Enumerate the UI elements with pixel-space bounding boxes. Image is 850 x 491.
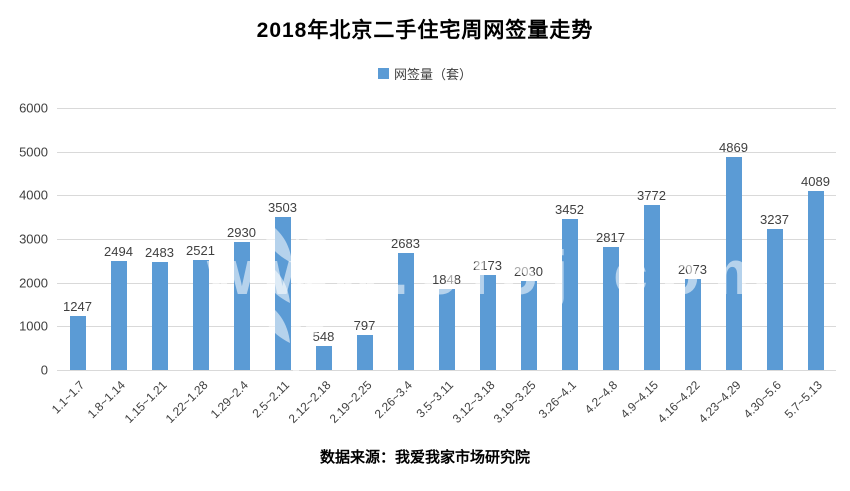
bar-column: 2930 1.29~2.4: [208, 108, 262, 421]
bar-column: 2683 2.26~3.4: [372, 108, 426, 421]
bar-column: 2521 1.22~1.28: [163, 108, 221, 426]
bar-data-label: 797: [353, 318, 376, 334]
bar: [520, 281, 537, 370]
x-axis-tick: 2.19~2.25: [326, 378, 375, 426]
chart-title: 2018年北京二手住宅周网签量走势: [256, 19, 594, 42]
bar-data-label: 3452: [555, 202, 584, 218]
bar-column: 2030 3.19~3.25: [491, 108, 549, 426]
x-axis-tick: 3.26~4.1: [536, 378, 580, 422]
x-axis-tick: 1.29~2.4: [208, 378, 252, 422]
bar-data-label: 4089: [801, 174, 830, 190]
bar-column: 4869 4.23~4.29: [696, 108, 754, 425]
bar-data-label: 548: [312, 329, 335, 345]
x-axis-tick: 1.1~1.7: [48, 378, 88, 417]
bar-column: 4089 5.7~5.13: [782, 108, 836, 421]
y-axis-tick-1000: 1000: [19, 318, 48, 334]
bar: [315, 346, 332, 370]
gridline-y-2000: [57, 282, 836, 284]
bar: [602, 247, 619, 370]
bar-column: 3452 3.26~4.1: [536, 108, 590, 421]
bar-data-label: 2483: [145, 244, 174, 260]
bar: [69, 315, 86, 370]
x-axis-tick: 4.16~4.22: [654, 378, 703, 426]
bar-data-label: 3772: [637, 188, 666, 204]
legend-label: 网签量（套）: [393, 67, 472, 82]
bar-column: 1848 3.5~3.11: [414, 108, 467, 420]
bar-column: 2173 3.12~3.18: [450, 108, 508, 426]
x-axis-tick: 1.15~1.21: [121, 378, 170, 426]
bar-column: 2817 4.2~4.8: [582, 108, 631, 416]
legend: 网签量（套）: [0, 64, 850, 83]
x-axis-tick: 1.22~1.28: [162, 378, 211, 426]
gridline-y-0: [57, 370, 836, 371]
bar: [356, 335, 373, 370]
bar-column: 1247 1.1~1.7: [49, 108, 98, 417]
bar: [151, 261, 168, 370]
data-source-note: 数据来源：我爱我家市场研究院: [319, 449, 530, 466]
bar-data-label: 4869: [719, 140, 748, 156]
bar-column: 548 2.12~2.18: [286, 108, 344, 426]
bar-data-label: 3503: [268, 200, 297, 216]
bar-data-label: 2494: [104, 244, 133, 260]
legend-swatch-icon: [377, 68, 389, 79]
bars-row: 1247 1.1~1.7 2494 1.8~1.14 2483 1.15~1.21 2521…: [49, 108, 836, 426]
y-axis-tick-6000: 6000: [19, 100, 48, 116]
gridline-y-6000: [57, 108, 836, 109]
bar: [233, 242, 250, 370]
x-axis-tick: 2.26~3.4: [372, 378, 416, 422]
bar: [479, 275, 496, 370]
bar-data-label: 1247: [63, 298, 92, 314]
bar: [807, 191, 824, 370]
bar-data-label: 2683: [391, 235, 420, 251]
gridline-y-3000: [57, 239, 836, 240]
bar-data-label: 2930: [227, 225, 256, 241]
y-axis-tick-4000: 4000: [19, 187, 48, 203]
y-axis-tick-2000: 2000: [19, 275, 48, 291]
bar: [397, 252, 414, 370]
bar-data-label: 2030: [514, 264, 543, 280]
x-axis-tick: 3.12~3.18: [449, 378, 498, 426]
bar: [561, 219, 578, 370]
bar: [438, 289, 455, 370]
bar-column: 797 2.19~2.25: [327, 108, 385, 426]
bar: [684, 279, 701, 370]
bar: [766, 228, 783, 370]
x-axis-tick: 3.19~3.25: [490, 378, 539, 426]
bar: [110, 261, 127, 370]
bar-column: 2494 1.8~1.14: [85, 108, 139, 421]
y-axis-tick-5000: 5000: [19, 144, 48, 160]
bar-data-label: 2173: [473, 258, 502, 274]
bar-data-label: 1848: [432, 272, 461, 288]
gridline-y-5000: [57, 151, 836, 153]
bar-data-label: 2817: [596, 230, 625, 245]
bar: [725, 157, 742, 370]
bar: [274, 217, 291, 370]
gridline-y-4000: [57, 195, 836, 197]
bar-column: 2483 1.15~1.21: [122, 108, 180, 426]
bar-column: 3237 4.30~5.6: [741, 108, 795, 422]
plot-area: 1247 1.1~1.7 2494 1.8~1.14 2483 1.15~1.21 2521…: [19, 101, 836, 426]
y-axis-tick-3000: 3000: [19, 231, 48, 247]
x-axis-tick: 4.30~5.6: [741, 378, 785, 422]
x-axis-tick: 4.2~4.8: [581, 378, 621, 417]
x-axis-tick: 5.7~5.13: [782, 378, 826, 422]
bar: [192, 259, 209, 370]
y-axis-tick-0: 0: [40, 362, 48, 378]
bar-column: 2073 4.16~4.22: [655, 108, 713, 425]
bar-data-label: 2073: [678, 262, 707, 278]
x-axis-tick: 4.23~4.29: [695, 378, 744, 426]
bar-column: 3503 2.5~2.11: [250, 108, 303, 420]
bar-column: 3772 4.9~4.15: [618, 108, 672, 421]
x-axis-tick: 2.12~2.18: [285, 378, 334, 426]
bar: [643, 205, 660, 370]
bar-data-label: 3237: [760, 211, 789, 227]
bar-data-label: 2521: [186, 242, 215, 258]
